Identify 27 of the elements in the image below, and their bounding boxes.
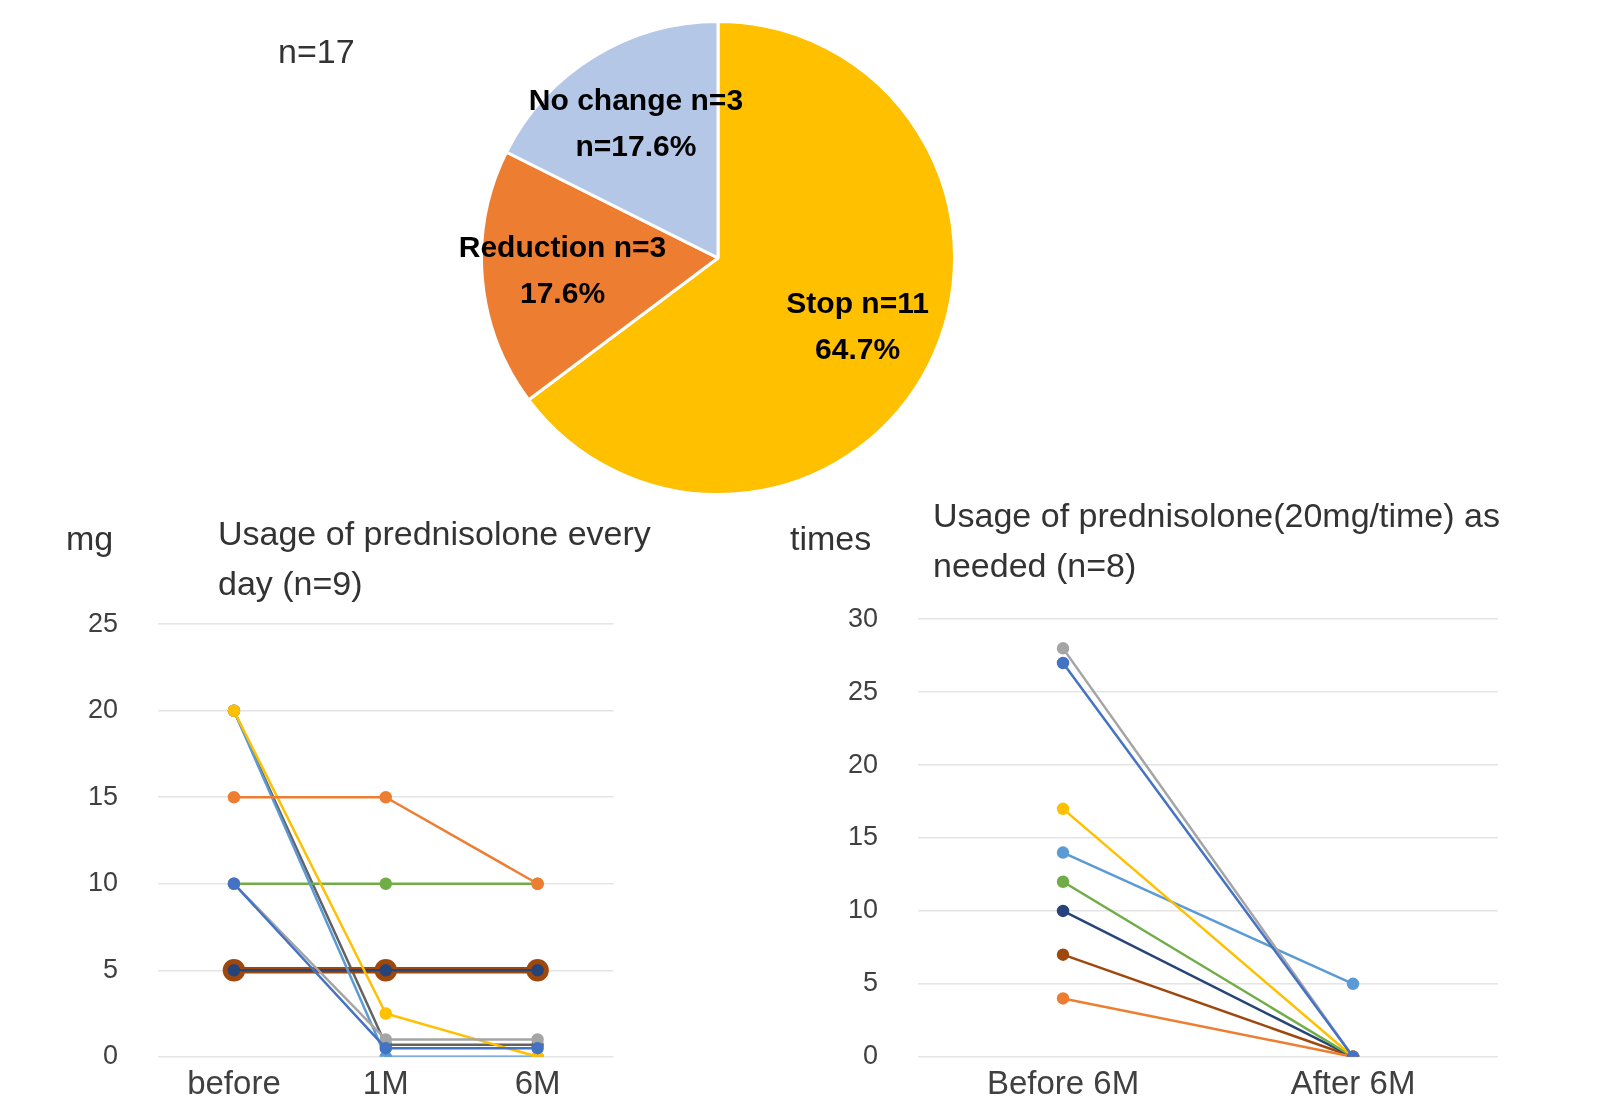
- y-tick-label: 0: [863, 1040, 879, 1071]
- y-tick-label: 10: [87, 867, 119, 898]
- data-label: n=17.6%: [575, 129, 697, 163]
- y-tick-label: 5: [863, 967, 879, 998]
- y-tick-label: 20: [847, 748, 879, 779]
- slice-label: Stop n=11: [786, 286, 929, 320]
- data-label: 64.7%: [815, 332, 901, 366]
- y-tick-label: 20: [87, 694, 119, 725]
- chart-title: n=17: [278, 31, 356, 72]
- chart-title: Usage of prednisolone(20mg/time) as needed (n=8): [933, 495, 1501, 586]
- x-tick-label: before: [187, 1063, 281, 1101]
- x-tick-label: After 6M: [1290, 1063, 1416, 1101]
- y-axis-title: times: [790, 518, 872, 559]
- y-tick-label: 10: [847, 894, 879, 925]
- y-tick-label: 15: [87, 780, 119, 811]
- x-tick-label: Before 6M: [986, 1063, 1140, 1101]
- chart-title: Usage of prednisolone every day (n=9): [218, 513, 652, 604]
- y-tick-label: 15: [847, 821, 879, 852]
- y-tick-label: 25: [847, 675, 879, 706]
- x-tick-label: 1M: [362, 1063, 409, 1101]
- y-tick-label: 5: [103, 953, 119, 984]
- data-label: 17.6%: [520, 276, 606, 310]
- y-tick-label: 0: [103, 1040, 119, 1071]
- y-axis-title: mg: [66, 518, 114, 559]
- y-tick-label: 30: [847, 602, 879, 633]
- x-tick-label: 6M: [514, 1063, 561, 1101]
- y-tick-label: 25: [87, 607, 119, 638]
